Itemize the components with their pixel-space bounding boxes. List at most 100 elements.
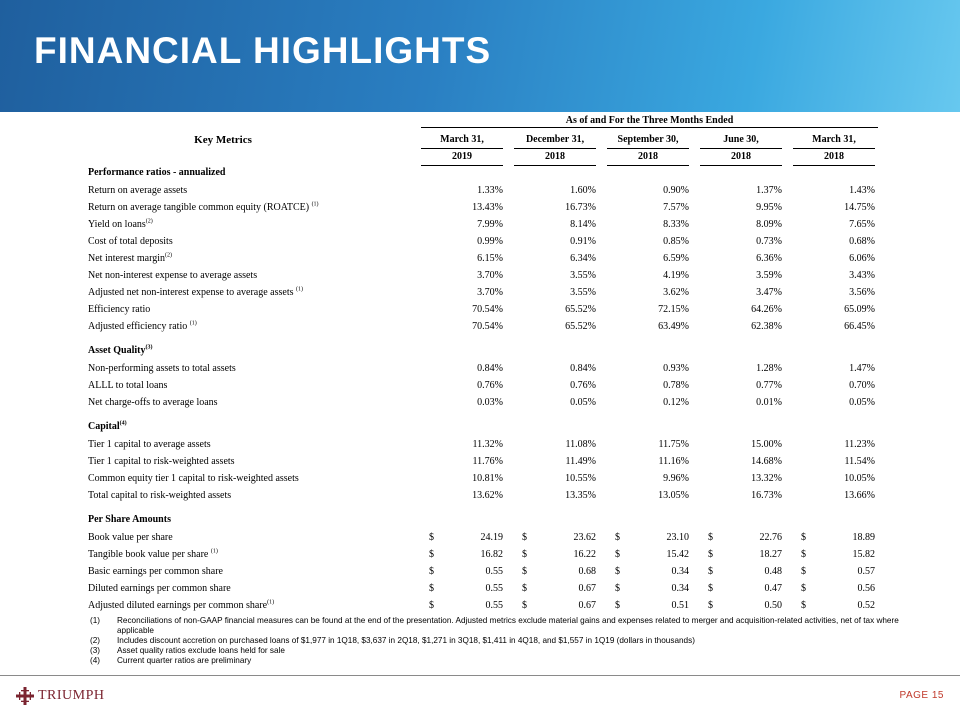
column-header-month: December 31,: [514, 132, 596, 149]
table-row: Basic earnings per common share $0.55 $0.6…: [88, 563, 878, 580]
row-label-text: Net charge-offs to average loans: [88, 397, 218, 408]
table-row: Tier 1 capital to risk-weighted assets 11…: [88, 453, 878, 470]
table-cell: 3.43%: [849, 270, 875, 281]
row-label-text: Yield on loans: [88, 219, 146, 230]
currency-symbol: $: [615, 583, 620, 594]
row-label-text: Tier 1 capital to average assets: [88, 439, 211, 450]
table-cell: 3.47%: [756, 287, 782, 298]
row-label: Common equity tier 1 capital to risk-wei…: [88, 470, 299, 487]
table-body: Performance ratios - annualized Return on…: [88, 163, 878, 614]
row-label-text: Adjusted efficiency ratio: [88, 321, 190, 332]
currency-symbol: $: [429, 532, 434, 543]
section-title: Capital(4): [88, 417, 127, 436]
table-cell: 0.85%: [663, 236, 689, 247]
table-row: Total capital to risk-weighted assets 13.…: [88, 487, 878, 504]
table-cell: 0.99%: [477, 236, 503, 247]
table-cell: 3.62%: [663, 287, 689, 298]
table-cell: 6.06%: [849, 253, 875, 264]
table-cell: 11.08%: [565, 439, 596, 450]
table-cell: 63.49%: [658, 321, 689, 332]
table-cell: 0.84%: [570, 363, 596, 374]
currency-symbol: $: [801, 549, 806, 560]
table-cell: 0.50: [764, 600, 783, 611]
table-cell: 11.76%: [472, 456, 503, 467]
currency-symbol: $: [522, 583, 527, 594]
table-cell: 0.51: [671, 600, 690, 611]
table-cell: 11.54%: [844, 456, 875, 467]
table-row: Yield on loans(2) 7.99% 8.14% 8.33% 8.09% 7.6…: [88, 216, 878, 233]
table-cell: 18.27: [759, 549, 783, 560]
row-label: Adjusted efficiency ratio (1): [88, 318, 197, 335]
table-cell: 6.36%: [756, 253, 782, 264]
group-header: As of and For the Three Months Ended: [565, 115, 734, 126]
row-label-text: Net non-interest expense to average asse…: [88, 270, 258, 281]
row-label: Book value per share: [88, 529, 173, 546]
title-banner: FINANCIAL HIGHLIGHTS: [0, 0, 960, 112]
currency-symbol: $: [615, 566, 620, 577]
table-cell: 0.67: [578, 583, 597, 594]
column-header-year: 2018: [514, 149, 596, 166]
footnote-ref: (2): [165, 252, 173, 259]
footnote-text: Current quarter ratios are preliminary: [117, 656, 252, 665]
footnote-ref: (1): [267, 599, 275, 606]
section-title: Performance ratios - annualized: [88, 163, 225, 182]
table-cell: 16.73%: [751, 490, 782, 501]
currency-symbol: $: [429, 549, 434, 560]
table-cell: 0.34: [671, 566, 690, 577]
column-header-year: 2018: [700, 149, 782, 166]
column-header: June 30, 2018: [700, 132, 782, 166]
table-row: Adjusted diluted earnings per common sha…: [88, 597, 878, 614]
table-row: Common equity tier 1 capital to risk-wei…: [88, 470, 878, 487]
footnote-number: (2): [90, 636, 101, 645]
row-label: Adjusted net non-interest expense to ave…: [88, 284, 303, 301]
row-label-text: Diluted earnings per common share: [88, 583, 231, 594]
table-cell: 0.68: [578, 566, 597, 577]
table-cell: 11.23%: [844, 439, 875, 450]
footnote-ref: (1): [189, 320, 197, 327]
table-cell: 0.70%: [849, 380, 875, 391]
row-label: Efficiency ratio: [88, 301, 150, 318]
footnote-ref: (2): [145, 218, 153, 225]
table-cell: 7.65%: [849, 219, 875, 230]
section-title: Per Share Amounts: [88, 510, 171, 529]
table-cell: 62.38%: [751, 321, 782, 332]
footnote-ref: (1): [210, 548, 218, 555]
table-cell: 13.66%: [844, 490, 875, 501]
key-metrics-header: Key Metrics: [194, 134, 252, 146]
row-label: Diluted earnings per common share: [88, 580, 231, 597]
table-cell: 3.70%: [477, 287, 503, 298]
footnotes: (1) Reconciliations of non-GAAP financial…: [90, 616, 900, 666]
table-cell: 0.67: [578, 600, 597, 611]
table-cell: 1.37%: [756, 185, 782, 196]
footnote-number: (3): [90, 646, 101, 655]
table-cell: 0.34: [671, 583, 690, 594]
group-header-rule: [421, 127, 878, 128]
table-cell: 7.57%: [663, 202, 689, 213]
table-cell: 0.52: [857, 600, 876, 611]
table-cell: 13.35%: [565, 490, 596, 501]
row-label: Basic earnings per common share: [88, 563, 223, 580]
currency-symbol: $: [708, 566, 713, 577]
section-title-text: Capital: [88, 421, 120, 432]
currency-symbol: $: [615, 532, 620, 543]
group-header-row: As of and For the Three Months Ended: [88, 112, 878, 128]
table-cell: 4.19%: [663, 270, 689, 281]
table-cell: 13.43%: [472, 202, 503, 213]
row-label-text: Non-performing assets to total assets: [88, 363, 236, 374]
table-cell: 0.55: [485, 600, 504, 611]
row-label: Tier 1 capital to risk-weighted assets: [88, 453, 235, 470]
logo-text: TRIUMPH: [38, 688, 105, 703]
row-label-text: Net interest margin: [88, 253, 166, 264]
table-cell: 1.47%: [849, 363, 875, 374]
table-row: Adjusted net non-interest expense to ave…: [88, 284, 878, 301]
table-cell: 0.48: [764, 566, 783, 577]
table-cell: 1.33%: [477, 185, 503, 196]
row-label: Non-performing assets to total assets: [88, 360, 236, 377]
column-header-year: 2018: [607, 149, 689, 166]
table-cell: 18.89: [852, 532, 876, 543]
footnote: (3) Asset quality ratios exclude loans he…: [90, 646, 900, 656]
table-row: Net interest margin(2) 6.15% 6.34% 6.59% 6.3…: [88, 250, 878, 267]
table-cell: 0.84%: [477, 363, 503, 374]
column-header-month: September 30,: [607, 132, 689, 149]
table-cell: 3.70%: [477, 270, 503, 281]
